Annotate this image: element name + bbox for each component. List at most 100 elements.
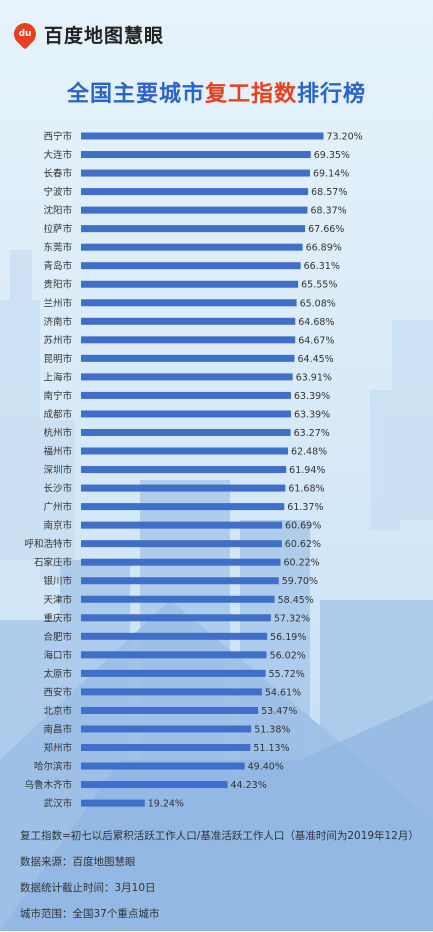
bar	[81, 781, 228, 789]
brand-name: 百度地图慧眼	[44, 24, 165, 47]
bar	[81, 466, 287, 474]
category-label: 宁波市	[43, 186, 72, 198]
bar	[81, 632, 268, 640]
value-label: 54.61%	[265, 687, 301, 698]
category-label: 沈阳市	[43, 205, 72, 217]
category-label: 银川市	[43, 575, 72, 587]
value-label: 68.57%	[311, 187, 347, 198]
value-label: 57.32%	[274, 613, 310, 624]
value-label: 64.68%	[298, 317, 334, 328]
bar	[81, 725, 252, 733]
bar	[81, 299, 297, 307]
category-label: 南宁市	[43, 390, 72, 402]
category-label: 西安市	[43, 686, 72, 698]
note-definition: 复工指数=初七以后累积活跃工作人口/基准活跃工作人口（基准时间为2019年12月…	[20, 830, 419, 842]
bar	[81, 169, 311, 177]
value-label: 64.67%	[298, 335, 334, 346]
bar	[81, 132, 324, 140]
category-label: 苏州市	[43, 334, 72, 346]
value-label: 65.55%	[301, 280, 337, 291]
value-label: 60.69%	[285, 521, 321, 532]
value-label: 59.70%	[282, 576, 318, 587]
bar	[81, 799, 145, 807]
bar	[81, 595, 275, 603]
value-label: 51.38%	[254, 724, 290, 735]
category-label: 西宁市	[43, 131, 72, 143]
category-label: 长春市	[43, 168, 72, 180]
value-label: 53.47%	[261, 706, 297, 717]
footnotes: 复工指数=初七以后累积活跃工作人口/基准活跃工作人口（基准时间为2019年12月…	[20, 828, 419, 932]
category-label: 石家庄市	[34, 557, 73, 569]
category-label: 北京市	[43, 705, 72, 717]
category-label: 贵阳市	[43, 279, 72, 291]
bar	[81, 280, 299, 288]
category-label: 成都市	[43, 408, 72, 420]
value-label: 69.35%	[314, 150, 350, 161]
bar	[81, 706, 259, 714]
value-label: 68.37%	[310, 206, 346, 217]
category-label: 太原市	[43, 668, 72, 680]
ranking-bar-chart: 西宁市 73.20% 大连市 69.35% 长春市 69.14% 宁波市 68.57% 沈阳市 6…	[24, 131, 362, 810]
bar	[81, 373, 293, 381]
bar	[81, 428, 291, 436]
value-label: 63.27%	[294, 428, 330, 439]
value-label: 63.91%	[296, 372, 332, 383]
value-label: 63.39%	[294, 409, 330, 420]
bar	[81, 688, 262, 696]
value-label: 61.94%	[289, 465, 325, 476]
value-label: 63.39%	[294, 391, 330, 402]
bar	[81, 762, 245, 770]
bar	[81, 614, 271, 622]
category-label: 合肥市	[43, 631, 72, 643]
value-label: 60.62%	[285, 539, 321, 550]
bar	[81, 447, 288, 455]
value-label: 49.40%	[248, 762, 284, 773]
category-label: 福州市	[43, 446, 72, 458]
note-scope: 城市范围：全国37个重点城市	[20, 908, 160, 920]
page-title: 全国主要城市复工指数排行榜	[66, 82, 367, 107]
value-label: 51.13%	[253, 743, 289, 754]
value-label: 56.02%	[270, 650, 306, 661]
value-label: 62.48%	[291, 447, 327, 458]
bar	[81, 540, 282, 548]
value-label: 66.31%	[304, 261, 340, 272]
bar	[81, 410, 291, 418]
value-label: 60.22%	[283, 558, 319, 569]
value-label: 44.23%	[231, 780, 267, 791]
category-label: 郑州市	[43, 742, 72, 754]
value-label: 65.08%	[300, 298, 336, 309]
category-label: 大连市	[43, 149, 72, 161]
bar	[81, 651, 267, 659]
category-label: 广州市	[43, 501, 72, 513]
bar	[81, 188, 309, 196]
bar	[81, 521, 283, 529]
bar	[81, 391, 291, 399]
category-label: 兰州市	[43, 297, 72, 309]
category-label: 东莞市	[43, 242, 72, 254]
bar	[81, 151, 311, 159]
value-label: 73.20%	[326, 132, 362, 143]
category-label: 长沙市	[43, 483, 72, 495]
bar	[81, 669, 266, 677]
category-label: 海口市	[43, 649, 72, 661]
value-label: 61.37%	[287, 502, 323, 513]
value-label: 66.89%	[306, 243, 342, 254]
bar	[81, 243, 303, 251]
category-label: 重庆市	[43, 612, 72, 624]
brand-logo: du 百度地图慧眼	[9, 18, 165, 50]
bar	[81, 743, 251, 751]
value-label: 55.72%	[269, 669, 305, 680]
bar	[81, 354, 295, 362]
value-label: 56.19%	[270, 632, 306, 643]
value-label: 61.68%	[288, 484, 324, 495]
category-label: 昆明市	[43, 353, 72, 365]
bar	[81, 262, 301, 270]
category-label: 乌鲁木齐市	[24, 779, 72, 791]
category-label: 拉萨市	[43, 223, 72, 235]
location-pin-icon: du	[9, 18, 41, 50]
note-cutoff: 数据统计截止时间：3月10日	[20, 882, 156, 894]
bar	[81, 484, 286, 492]
category-label: 哈尔滨市	[34, 761, 73, 773]
category-label: 武汉市	[43, 798, 72, 810]
value-label: 67.66%	[308, 224, 344, 235]
